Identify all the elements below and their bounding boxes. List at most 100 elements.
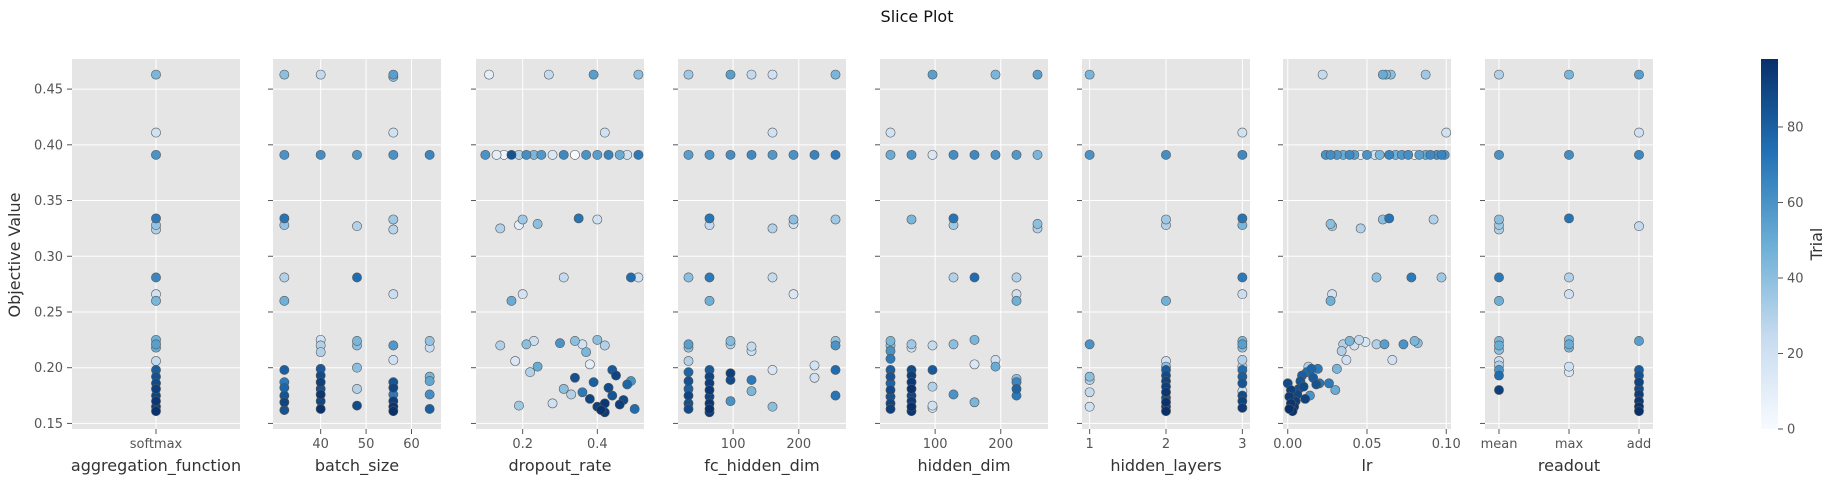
panel-background: [273, 59, 441, 429]
data-point: [704, 385, 715, 395]
data-point: [725, 149, 736, 160]
data-point: [1436, 272, 1447, 283]
data-point: [948, 389, 959, 400]
data-point: [614, 399, 625, 410]
data-point: [1564, 289, 1574, 300]
data-point: [683, 390, 694, 401]
data-point: [315, 69, 326, 80]
data-point: [1494, 295, 1504, 306]
panel-hidden_dim: 100 200 hidden_dim: [875, 59, 1048, 476]
data-point: [1237, 213, 1248, 224]
data-point: [151, 213, 161, 224]
data-point: [1237, 149, 1248, 160]
data-point: [885, 336, 896, 346]
panel-lr: 0.00 0.05 0.10 lr: [1273, 59, 1461, 475]
data-point: [514, 400, 524, 411]
data-point: [1161, 397, 1171, 408]
y-axis-label: Objective Value: [5, 193, 24, 318]
data-point: [1300, 394, 1311, 404]
data-point: [1384, 213, 1395, 224]
colorbar-tick-label: 60: [1787, 196, 1804, 211]
data-point: [584, 359, 595, 370]
data-point: [570, 372, 580, 383]
data-point: [1237, 378, 1248, 389]
data-point: [603, 382, 614, 393]
data-point: [279, 69, 290, 80]
panel-batch_size: 40 50 60 batch_size: [268, 59, 441, 476]
data-point: [1494, 370, 1504, 381]
data-point: [388, 406, 399, 417]
data-point: [969, 149, 980, 160]
data-point: [767, 69, 778, 80]
data-point: [1494, 272, 1504, 283]
x-tick-label: add: [1627, 437, 1651, 452]
data-point: [767, 401, 778, 412]
data-point: [151, 127, 161, 138]
data-point: [388, 69, 399, 80]
data-point: [1494, 69, 1504, 80]
data-point: [1564, 213, 1574, 224]
colorbar: 0 20 40 60 80 Trial: [1761, 59, 1826, 438]
data-point: [830, 340, 841, 351]
data-point: [927, 381, 938, 392]
data-point: [885, 353, 896, 364]
data-point: [683, 367, 694, 378]
data-point: [969, 397, 980, 408]
data-point: [1324, 378, 1334, 389]
data-point: [388, 214, 399, 225]
data-point: [1237, 339, 1248, 350]
data-point: [1084, 149, 1095, 160]
data-point: [885, 149, 896, 160]
data-point: [596, 405, 606, 415]
data-point: [1084, 339, 1095, 350]
data-point: [570, 336, 580, 346]
data-point: [746, 375, 757, 385]
colorbar-tick-label: 80: [1787, 120, 1804, 135]
data-point: [1084, 69, 1095, 80]
data-point: [279, 213, 290, 224]
data-point: [352, 336, 362, 346]
data-point: [1325, 149, 1336, 160]
x-tick-label: softmax: [130, 437, 183, 452]
data-point: [948, 339, 959, 350]
data-point: [1398, 339, 1409, 350]
x-tick-label: 0.2: [512, 437, 533, 452]
data-point: [1441, 127, 1452, 138]
data-point: [1237, 355, 1248, 365]
data-point: [633, 149, 644, 160]
data-point: [725, 368, 736, 379]
data-point: [1341, 355, 1352, 365]
data-point: [558, 383, 569, 394]
data-point: [1325, 219, 1336, 229]
panels: 0.15 0.20 0.25 0.30 0.35 0.40 0.45 softmax aggre…: [34, 59, 1653, 476]
x-axis-label: hidden_layers: [1110, 456, 1221, 476]
x-tick-label: 200: [786, 437, 811, 452]
data-point: [543, 69, 554, 80]
data-point: [491, 149, 502, 160]
data-point: [1494, 214, 1504, 225]
data-point: [607, 390, 618, 401]
data-point: [1377, 69, 1388, 80]
y-tick-label: 0.25: [34, 305, 63, 320]
data-point: [315, 377, 326, 388]
data-point: [1634, 336, 1644, 346]
data-point: [558, 272, 569, 283]
data-point: [704, 295, 715, 306]
data-point: [622, 379, 633, 390]
data-point: [683, 339, 694, 350]
data-point: [577, 387, 588, 398]
data-point: [588, 377, 599, 388]
x-tick-label: max: [1555, 437, 1584, 452]
data-point: [626, 272, 636, 283]
data-point: [683, 272, 694, 283]
data-point: [767, 149, 778, 160]
data-point: [885, 127, 896, 138]
colorbar-tick-label: 40: [1787, 271, 1804, 286]
data-point: [885, 385, 896, 395]
x-tick-label: 200: [988, 437, 1013, 452]
data-point: [1634, 149, 1644, 160]
data-point: [151, 406, 161, 417]
data-point: [424, 389, 435, 400]
data-point: [536, 149, 547, 160]
